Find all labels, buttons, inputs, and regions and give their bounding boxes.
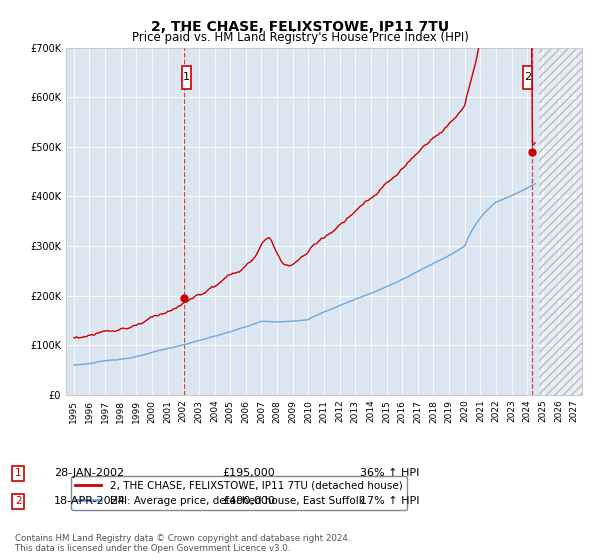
Text: Price paid vs. HM Land Registry's House Price Index (HPI): Price paid vs. HM Land Registry's House … xyxy=(131,31,469,44)
Text: 2: 2 xyxy=(15,496,22,506)
Text: Contains HM Land Registry data © Crown copyright and database right 2024.
This d: Contains HM Land Registry data © Crown c… xyxy=(15,534,350,553)
Bar xyxy=(539,48,582,395)
Bar xyxy=(523,66,532,88)
Legend: 2, THE CHASE, FELIXSTOWE, IP11 7TU (detached house), HPI: Average price, detache: 2, THE CHASE, FELIXSTOWE, IP11 7TU (deta… xyxy=(71,477,407,510)
Text: 2, THE CHASE, FELIXSTOWE, IP11 7TU: 2, THE CHASE, FELIXSTOWE, IP11 7TU xyxy=(151,20,449,34)
Text: 17% ↑ HPI: 17% ↑ HPI xyxy=(360,496,419,506)
Bar xyxy=(182,66,191,88)
Text: 28-JAN-2002: 28-JAN-2002 xyxy=(54,468,124,478)
Text: 2: 2 xyxy=(524,72,531,82)
Text: 18-APR-2024: 18-APR-2024 xyxy=(54,496,126,506)
Text: £195,000: £195,000 xyxy=(222,468,275,478)
Text: £490,000: £490,000 xyxy=(222,496,275,506)
Text: 36% ↑ HPI: 36% ↑ HPI xyxy=(360,468,419,478)
Text: 1: 1 xyxy=(183,72,190,82)
Text: 1: 1 xyxy=(15,468,22,478)
